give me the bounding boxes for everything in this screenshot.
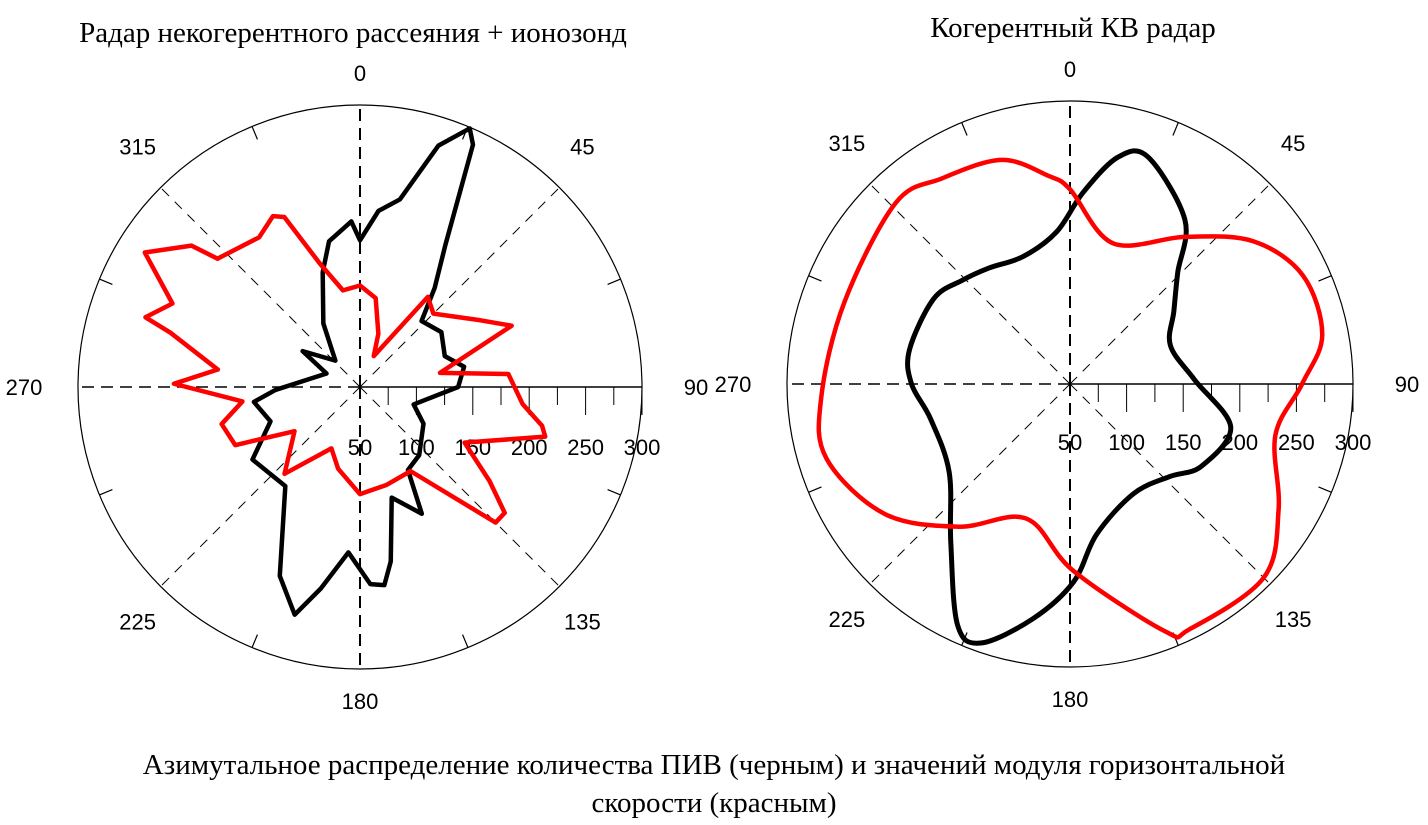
angle-tick-label: 225 bbox=[829, 607, 866, 632]
series-line-red bbox=[142, 213, 548, 525]
angle-tick-label: 45 bbox=[570, 135, 594, 160]
perimeter-tick bbox=[251, 634, 258, 648]
angle-tick-label: 90 bbox=[1395, 372, 1419, 397]
angle-tick-label: 180 bbox=[342, 689, 379, 714]
chart-title-right: Когерентный КВ радар bbox=[930, 12, 1216, 44]
perimeter-tick bbox=[251, 126, 258, 140]
series-line-black bbox=[905, 148, 1234, 646]
grid-spoke bbox=[1069, 383, 1271, 585]
angle-tick-label: 135 bbox=[1275, 607, 1312, 632]
perimeter-tick bbox=[99, 278, 113, 285]
angle-tick-label: 135 bbox=[564, 609, 601, 634]
angle-tick-label: 0 bbox=[354, 61, 366, 86]
angle-tick-label: 45 bbox=[1281, 131, 1305, 156]
radial-tick-label: 150 bbox=[1165, 430, 1202, 455]
radial-tick-label: 100 bbox=[1108, 430, 1145, 455]
grid-spoke bbox=[359, 386, 560, 587]
perimeter-tick bbox=[808, 486, 822, 493]
angle-tick-label: 225 bbox=[119, 609, 156, 634]
perimeter-tick bbox=[808, 275, 822, 282]
angle-tick-label: 315 bbox=[119, 135, 156, 160]
radial-tick-label: 300 bbox=[624, 435, 661, 460]
perimeter-tick bbox=[1172, 122, 1179, 136]
grid-spoke bbox=[160, 386, 361, 587]
radial-tick-label: 250 bbox=[567, 435, 604, 460]
perimeter-tick bbox=[961, 122, 968, 136]
angle-tick-label: 270 bbox=[6, 375, 43, 400]
radial-tick-label: 250 bbox=[1278, 430, 1315, 455]
angle-tick-label: 90 bbox=[684, 375, 708, 400]
perimeter-tick bbox=[462, 634, 469, 648]
angle-tick-label: 270 bbox=[715, 372, 752, 397]
caption-line-2: скорости (красным) bbox=[591, 787, 836, 819]
radial-tick-label: 50 bbox=[1058, 430, 1082, 455]
perimeter-tick bbox=[99, 489, 113, 496]
angle-tick-label: 0 bbox=[1064, 57, 1076, 82]
grid-spoke bbox=[869, 183, 1071, 385]
angle-tick-label: 180 bbox=[1052, 687, 1089, 712]
perimeter-tick bbox=[1318, 486, 1332, 493]
radial-tick-label: 50 bbox=[348, 435, 372, 460]
radial-tick-label: 300 bbox=[1335, 430, 1372, 455]
angle-tick-label: 315 bbox=[829, 131, 866, 156]
grid-spoke bbox=[1069, 183, 1271, 385]
perimeter-tick bbox=[1318, 275, 1332, 282]
grid-spoke bbox=[160, 187, 361, 388]
chart-title-left: Радар некогерентного рассеяния + ионозон… bbox=[79, 17, 627, 49]
grid-spoke bbox=[869, 383, 1071, 585]
caption-line-1: Азимутальное распределение количества ПИ… bbox=[143, 749, 1285, 781]
perimeter-tick bbox=[607, 489, 621, 496]
perimeter-tick bbox=[607, 278, 621, 285]
grid-spoke bbox=[359, 187, 560, 388]
